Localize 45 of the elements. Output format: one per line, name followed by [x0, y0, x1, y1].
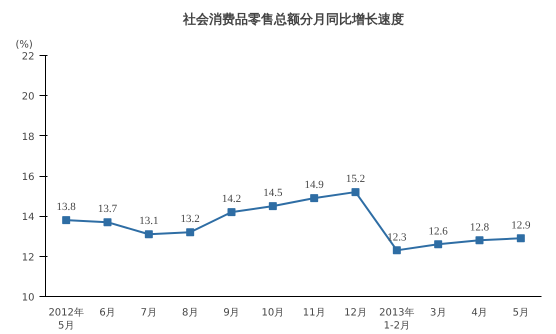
x-tick-label: 5月	[512, 308, 530, 318]
data-label: 15.2	[346, 173, 366, 186]
x-tick-label: 4月	[471, 308, 488, 318]
y-tick-label: 22	[22, 52, 35, 62]
x-tick-label: 9月	[223, 308, 240, 318]
data-label: 12.3	[387, 231, 407, 244]
data-label: 14.5	[263, 187, 283, 200]
data-label: 14.9	[304, 179, 324, 192]
point	[62, 216, 70, 224]
data-label: 14.2	[222, 193, 242, 206]
y-tick-label: 16	[22, 172, 35, 183]
x-tick-label: 10月	[261, 308, 284, 318]
y-axis-title: (%)	[16, 40, 33, 50]
data-label: 13.1	[139, 215, 158, 228]
data-label: 13.8	[56, 201, 76, 214]
data-label: 13.2	[180, 213, 200, 226]
point	[352, 188, 360, 196]
x-tick-label: 7月	[140, 308, 158, 318]
point	[186, 228, 194, 236]
point	[144, 230, 153, 238]
x-tick-label: 12月	[344, 308, 367, 318]
y-tick-label: 18	[22, 132, 35, 143]
y-tick-label: 20	[22, 92, 35, 103]
x-tick-label: 2012年 5月	[48, 306, 84, 332]
x-tick-label: 3月	[430, 308, 446, 318]
data-label: 12.6	[428, 225, 448, 238]
x-tick-label: 11月	[302, 308, 326, 318]
data-label: 13.7	[98, 203, 118, 216]
y-tick-label: 12	[22, 252, 35, 264]
point	[392, 246, 401, 254]
point	[434, 240, 442, 248]
point	[476, 236, 484, 244]
data-label: 12.9	[511, 219, 531, 232]
y-tick-label: 10	[22, 292, 35, 304]
point	[104, 218, 112, 226]
point	[516, 234, 525, 242]
chart-title: 社会消费品零售总额分月同比增长速度	[182, 12, 404, 28]
point	[310, 194, 318, 202]
x-tick-label: 8月	[182, 308, 198, 318]
point	[228, 208, 236, 216]
data-label: 12.8	[470, 221, 490, 234]
x-tick-label: 2013年 1-2月	[379, 306, 415, 332]
y-tick-label: 14	[22, 212, 35, 224]
point	[268, 202, 277, 210]
x-tick-label: 6月	[99, 308, 116, 318]
